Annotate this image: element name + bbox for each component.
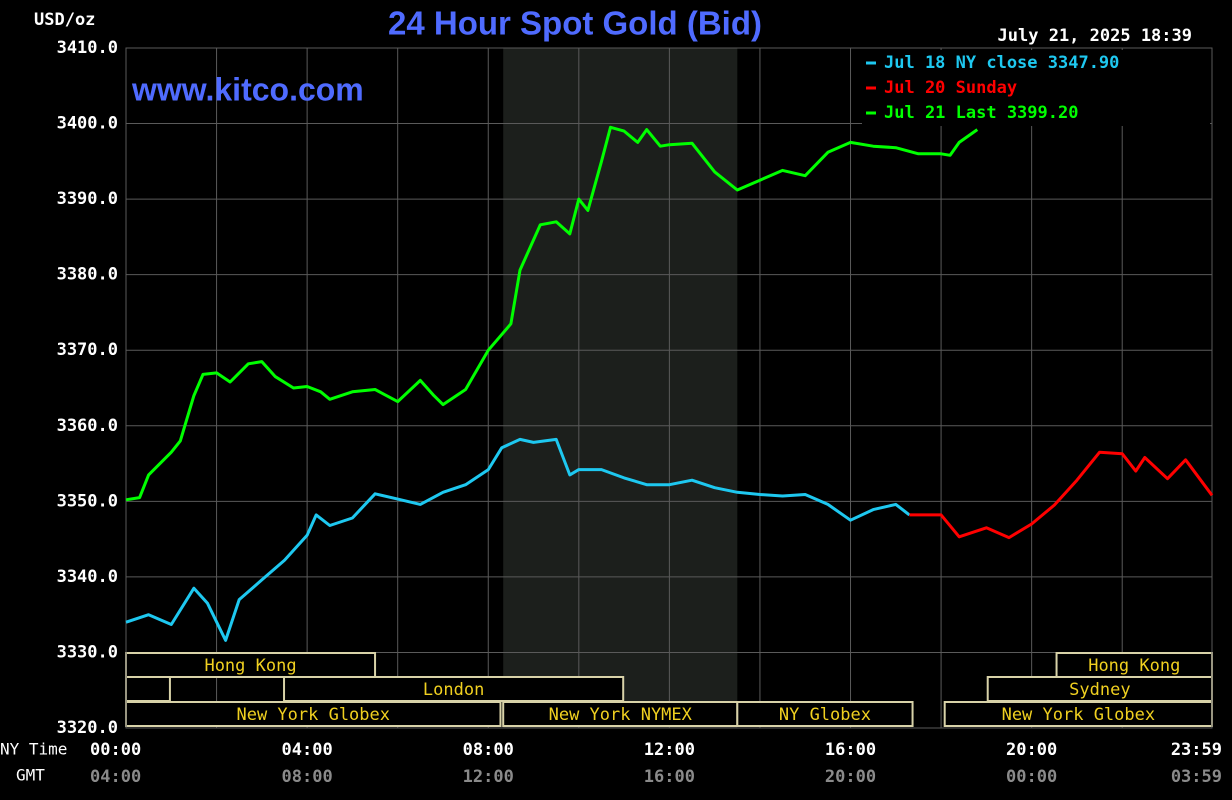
x-tick-label: 23:59 bbox=[1171, 740, 1222, 760]
session-box bbox=[736, 701, 914, 727]
x-tick-label: 04:00 bbox=[282, 740, 333, 760]
series-line bbox=[125, 125, 979, 502]
session-box bbox=[943, 701, 1213, 727]
x2-tick-label: 08:00 bbox=[282, 767, 333, 787]
session-label: New York NYMEX bbox=[549, 705, 693, 725]
session-box bbox=[502, 701, 739, 727]
x2-tick-label: 04:00 bbox=[90, 767, 141, 787]
x-tick-label: 08:00 bbox=[463, 740, 514, 760]
y-tick-label: 3330.0 bbox=[57, 642, 118, 662]
session-box bbox=[986, 676, 1214, 702]
x-tick-label: 00:00 bbox=[90, 740, 141, 760]
y-tick-label: 3370.0 bbox=[57, 340, 118, 360]
session-label: New York Globex bbox=[1002, 705, 1156, 725]
legend-label: Jul 21 Last 3399.20 bbox=[884, 103, 1078, 123]
x2-tick-label: 16:00 bbox=[644, 767, 695, 787]
session-label: NY Globex bbox=[779, 705, 871, 725]
session-label: London bbox=[423, 680, 484, 700]
x-tick-label: 20:00 bbox=[1006, 740, 1057, 760]
session-label: Sydney bbox=[1069, 680, 1130, 700]
x2-tick-label: 12:00 bbox=[463, 767, 514, 787]
session-box bbox=[125, 676, 171, 702]
legend-label: Jul 18 NY close 3347.90 bbox=[884, 53, 1119, 73]
y-tick-label: 3400.0 bbox=[57, 114, 118, 134]
y-tick-label: 3410.0 bbox=[57, 38, 118, 58]
y-tick-label: 3360.0 bbox=[57, 416, 118, 436]
plot-frame bbox=[125, 47, 1213, 729]
series-line bbox=[909, 450, 1214, 540]
x2-tick-label: 20:00 bbox=[825, 767, 876, 787]
legend-label: Jul 20 Sunday bbox=[884, 78, 1017, 98]
session-box bbox=[125, 652, 377, 678]
watermark: www.kitco.com bbox=[131, 71, 364, 107]
timestamp: July 21, 2025 18:39 bbox=[998, 26, 1192, 46]
y-tick-label: 3340.0 bbox=[57, 567, 118, 587]
x2-tick-label: 03:59 bbox=[1171, 767, 1222, 787]
x-tick-label: 16:00 bbox=[825, 740, 876, 760]
y-tick-label: 3350.0 bbox=[57, 491, 118, 511]
session-box bbox=[1055, 652, 1213, 678]
series-line bbox=[125, 437, 911, 642]
x-axis-label: NY Time bbox=[0, 740, 67, 759]
x-tick-label: 12:00 bbox=[644, 740, 695, 760]
highlight-band bbox=[503, 48, 738, 728]
y-unit: USD/oz bbox=[34, 10, 95, 30]
x2-tick-label: 00:00 bbox=[1006, 767, 1057, 787]
y-tick-label: 3320.0 bbox=[57, 718, 118, 738]
y-tick-label: 3380.0 bbox=[57, 265, 118, 285]
legend-box bbox=[862, 50, 1210, 126]
y-tick-label: 3390.0 bbox=[57, 189, 118, 209]
x2-axis-label: GMT bbox=[16, 766, 45, 785]
session-label: Hong Kong bbox=[204, 656, 296, 676]
session-label: Hong Kong bbox=[1088, 656, 1180, 676]
chart-title: 24 Hour Spot Gold (Bid) bbox=[388, 5, 762, 42]
session-label: New York Globex bbox=[236, 705, 390, 725]
session-box bbox=[125, 701, 502, 727]
